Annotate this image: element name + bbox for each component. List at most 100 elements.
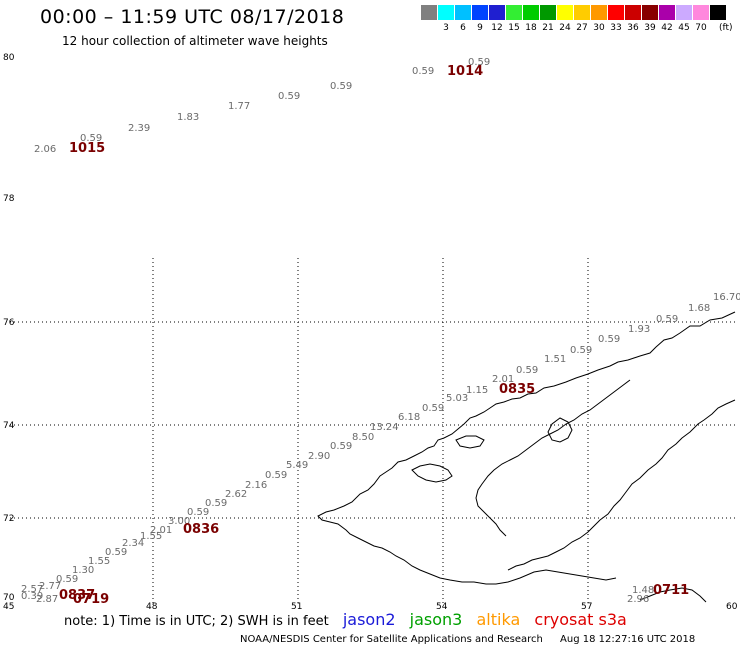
- wave-height-labels: 0.59 0.59 0.59 0.59 1.77 1.83 2.39 0.59 …: [21, 57, 740, 605]
- wave-height-label: 0.59: [656, 314, 678, 325]
- wave-height-label: 0.59: [468, 57, 490, 68]
- wave-height-label: 6.18: [398, 412, 420, 423]
- wave-height-label: 5.49: [286, 460, 308, 471]
- wave-height-label: 2.90: [308, 451, 330, 462]
- wave-height-label: 5.03: [446, 393, 468, 404]
- color-scale-unit: (ft): [719, 23, 733, 33]
- color-swatch-label: 33: [610, 23, 622, 33]
- wave-height-label: 0.59: [187, 507, 209, 518]
- legend-note: note: 1) Time is in UTC; 2) SWH is in fe…: [64, 614, 329, 629]
- wave-height-label: 2.39: [128, 123, 150, 134]
- lat-tick-label: 70: [3, 593, 15, 603]
- pass-time-label: 0719: [73, 592, 109, 607]
- wave-height-label: 3.00: [168, 516, 190, 527]
- wave-height-label: 2.34: [122, 538, 144, 549]
- color-swatch: [523, 5, 539, 20]
- footer-timestamp: Aug 18 12:27:16 UTC 2018: [560, 634, 696, 645]
- color-swatch-label: 15: [508, 23, 520, 33]
- footer: NOAA/NESDIS Center for Satellite Applica…: [240, 634, 695, 645]
- coastline-south: [639, 587, 707, 603]
- wave-height-label: 1.30: [72, 565, 94, 576]
- wave-height-label: 1.48: [632, 585, 654, 596]
- wave-height-label: 1.77: [228, 101, 250, 112]
- color-swatch: [455, 5, 471, 20]
- pass-time-label: 0836: [183, 522, 219, 537]
- wave-height-label: 1.93: [628, 324, 650, 335]
- color-swatch-label: 42: [661, 23, 673, 33]
- lon-tick-label: 57: [581, 602, 592, 612]
- wave-height-label: 2.06: [34, 144, 56, 155]
- color-swatch: [557, 5, 573, 20]
- color-swatch: [625, 5, 641, 20]
- wave-height-label: 0.59: [265, 470, 287, 481]
- legend-sat-jason3: jason3: [409, 610, 463, 629]
- map-legend: note: 1) Time is in UTC; 2) SWH is in fe…: [64, 610, 627, 629]
- color-swatch: [472, 5, 488, 20]
- color-swatch: [489, 5, 505, 20]
- color-swatch-label: 9: [477, 23, 483, 33]
- legend-sat-cryosat-s3a: cryosat s3a: [534, 610, 627, 629]
- wave-height-label: 2.01: [150, 525, 172, 536]
- wave-height-label: 1.83: [177, 112, 199, 123]
- wave-height-label: 1.68: [688, 303, 710, 314]
- wave-height-label: 2.62: [225, 489, 247, 500]
- wave-height-label: 0.59: [516, 365, 538, 376]
- coastline-island-2: [455, 435, 485, 449]
- lat-tick-label: 74: [3, 421, 15, 431]
- lon-tick-label: 54: [436, 602, 448, 612]
- color-swatch-label: 45: [678, 23, 690, 33]
- color-swatch-label: 39: [644, 23, 656, 33]
- wave-height-label: 0.59: [330, 81, 352, 92]
- wave-height-label: 0.59: [278, 91, 300, 102]
- color-swatch: [710, 5, 726, 20]
- legend-sat-jason2: jason2: [342, 610, 396, 629]
- color-swatch-label: 21: [542, 23, 554, 33]
- color-swatch: [608, 5, 624, 20]
- color-swatch-label: 36: [627, 23, 639, 33]
- wave-height-label: 0.59: [80, 133, 102, 144]
- wave-height-label: 16.70: [713, 292, 740, 303]
- wave-height-label: 0.39: [21, 591, 43, 602]
- pass-time-label: 1015: [69, 141, 105, 156]
- lat-tick-label: 72: [3, 514, 14, 524]
- wave-height-label: 0.59: [56, 574, 78, 585]
- wave-height-label: 1.15: [466, 385, 488, 396]
- color-swatch-label: 18: [525, 23, 537, 33]
- wave-height-label: 2.01: [492, 374, 514, 385]
- wave-height-label: 2.77: [39, 581, 61, 592]
- color-swatch: [540, 5, 556, 20]
- lon-tick-label: 51: [291, 602, 302, 612]
- color-swatch: [591, 5, 607, 20]
- color-swatch: [659, 5, 675, 20]
- coastline-inner-1: [507, 399, 736, 571]
- pass-time-labels: 1014 1015 0835 0836 0837 0719 0711: [59, 64, 689, 607]
- color-swatch: [676, 5, 692, 20]
- wave-height-label: 8.50: [352, 432, 374, 443]
- graticule: [10, 258, 735, 604]
- coastline-island: [411, 463, 453, 483]
- pass-time-label: 0837: [59, 588, 95, 603]
- lon-tick-label: 48: [146, 602, 158, 612]
- lat-tick-label: 76: [3, 318, 15, 328]
- color-swatch: [642, 5, 658, 20]
- coastline: [317, 311, 736, 603]
- map-title: 00:00 – 11:59 UTC 08/17/2018: [40, 6, 345, 28]
- color-swatch: [506, 5, 522, 20]
- legend-sat-altika: altika: [476, 610, 521, 629]
- wave-height-label: 0.59: [412, 66, 434, 77]
- color-swatch-label: 24: [559, 23, 571, 33]
- coastline-peninsula: [547, 417, 573, 443]
- wave-height-label: 1.55: [88, 556, 110, 567]
- pass-time-label: 0711: [653, 583, 689, 598]
- color-swatch: [693, 5, 709, 20]
- lon-tick-label: 60: [726, 602, 738, 612]
- lat-tick-label: 80: [3, 53, 15, 63]
- color-swatch-label: 70: [695, 23, 707, 33]
- footer-credit: NOAA/NESDIS Center for Satellite Applica…: [240, 634, 543, 645]
- wave-height-label: 2.16: [245, 480, 267, 491]
- wave-height-label: 0.59: [105, 547, 127, 558]
- wave-height-label: 2.57: [21, 584, 43, 595]
- wave-height-label: 2.96: [627, 594, 649, 605]
- wave-height-label: 1.51: [544, 354, 566, 365]
